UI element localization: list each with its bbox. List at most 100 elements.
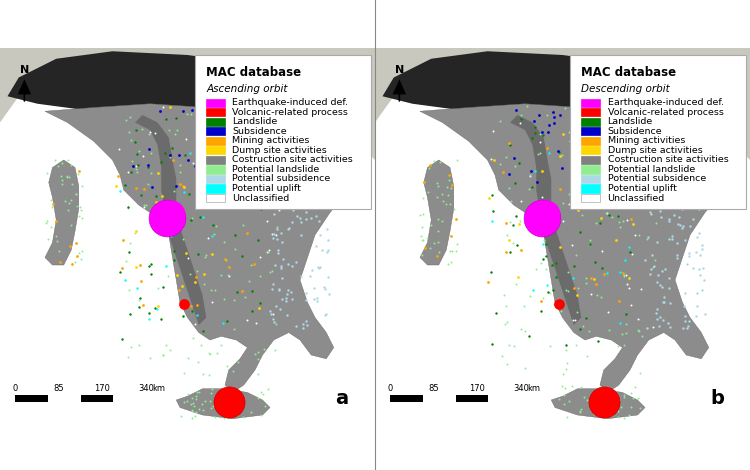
Polygon shape (551, 389, 645, 419)
Point (268, 231, 280, 238)
Point (242, 317, 254, 324)
Bar (581, 194, 600, 202)
Point (228, 168, 240, 176)
Point (528, 205, 540, 213)
Point (281, 312, 293, 319)
Polygon shape (420, 160, 454, 265)
Point (646, 192, 658, 199)
Point (500, 302, 512, 309)
Point (45, 196, 57, 204)
Point (219, 393, 231, 401)
Point (494, 161, 506, 168)
Point (245, 102, 257, 110)
Point (236, 288, 248, 295)
Point (611, 393, 623, 401)
Point (174, 168, 186, 176)
Point (658, 266, 670, 273)
Point (448, 205, 460, 212)
Point (651, 315, 663, 323)
Point (501, 305, 513, 312)
Point (623, 274, 635, 282)
Point (544, 342, 556, 350)
Point (215, 411, 227, 418)
Point (157, 283, 169, 290)
Bar (581, 146, 600, 155)
Point (185, 406, 197, 414)
Point (605, 184, 617, 191)
Point (632, 232, 644, 239)
Bar (206, 99, 225, 107)
Point (300, 208, 312, 216)
Point (548, 221, 560, 229)
Point (538, 240, 550, 247)
Point (684, 173, 696, 181)
Point (620, 311, 632, 318)
Point (295, 167, 307, 174)
Point (200, 251, 212, 258)
Point (688, 186, 700, 193)
Point (262, 248, 274, 256)
Point (165, 232, 177, 239)
Point (617, 270, 629, 277)
Point (132, 162, 144, 169)
Point (445, 184, 457, 191)
Point (694, 272, 706, 279)
Point (197, 213, 209, 221)
Point (607, 157, 619, 164)
Point (189, 163, 201, 170)
Point (535, 298, 547, 305)
Point (196, 400, 208, 407)
Point (64, 242, 76, 250)
Point (244, 139, 256, 146)
Point (514, 119, 526, 126)
Point (154, 107, 166, 115)
Point (230, 104, 242, 111)
Point (632, 394, 644, 401)
Point (705, 190, 717, 198)
Point (130, 227, 142, 235)
Point (695, 200, 707, 208)
Point (609, 387, 621, 394)
Bar (581, 137, 600, 145)
Point (690, 167, 702, 174)
Point (486, 340, 498, 348)
Point (571, 308, 583, 315)
Point (114, 268, 126, 275)
Text: Mining activities: Mining activities (232, 136, 310, 145)
Point (280, 294, 292, 301)
Point (488, 127, 500, 134)
Point (669, 202, 681, 210)
Point (130, 162, 142, 170)
Point (601, 396, 613, 404)
Point (273, 206, 285, 213)
Point (258, 345, 270, 353)
Point (299, 297, 311, 304)
Point (286, 262, 298, 270)
Text: Volcanic-related process: Volcanic-related process (608, 108, 723, 117)
Point (245, 261, 257, 268)
Point (515, 197, 527, 205)
Point (417, 236, 429, 243)
Point (681, 177, 693, 184)
Point (553, 149, 565, 156)
Point (662, 320, 674, 327)
Point (607, 145, 619, 152)
Point (690, 312, 702, 320)
Point (566, 382, 578, 390)
Point (307, 203, 319, 211)
Point (542, 281, 554, 289)
Point (253, 304, 265, 312)
Point (524, 171, 536, 178)
Point (184, 149, 196, 157)
Point (151, 305, 163, 313)
Bar (206, 137, 225, 145)
Point (628, 231, 640, 239)
Point (660, 173, 672, 180)
Point (578, 322, 590, 329)
Point (178, 398, 190, 406)
Point (181, 110, 193, 118)
Point (555, 307, 567, 314)
Point (320, 189, 332, 196)
Point (256, 172, 268, 180)
Point (206, 250, 218, 258)
